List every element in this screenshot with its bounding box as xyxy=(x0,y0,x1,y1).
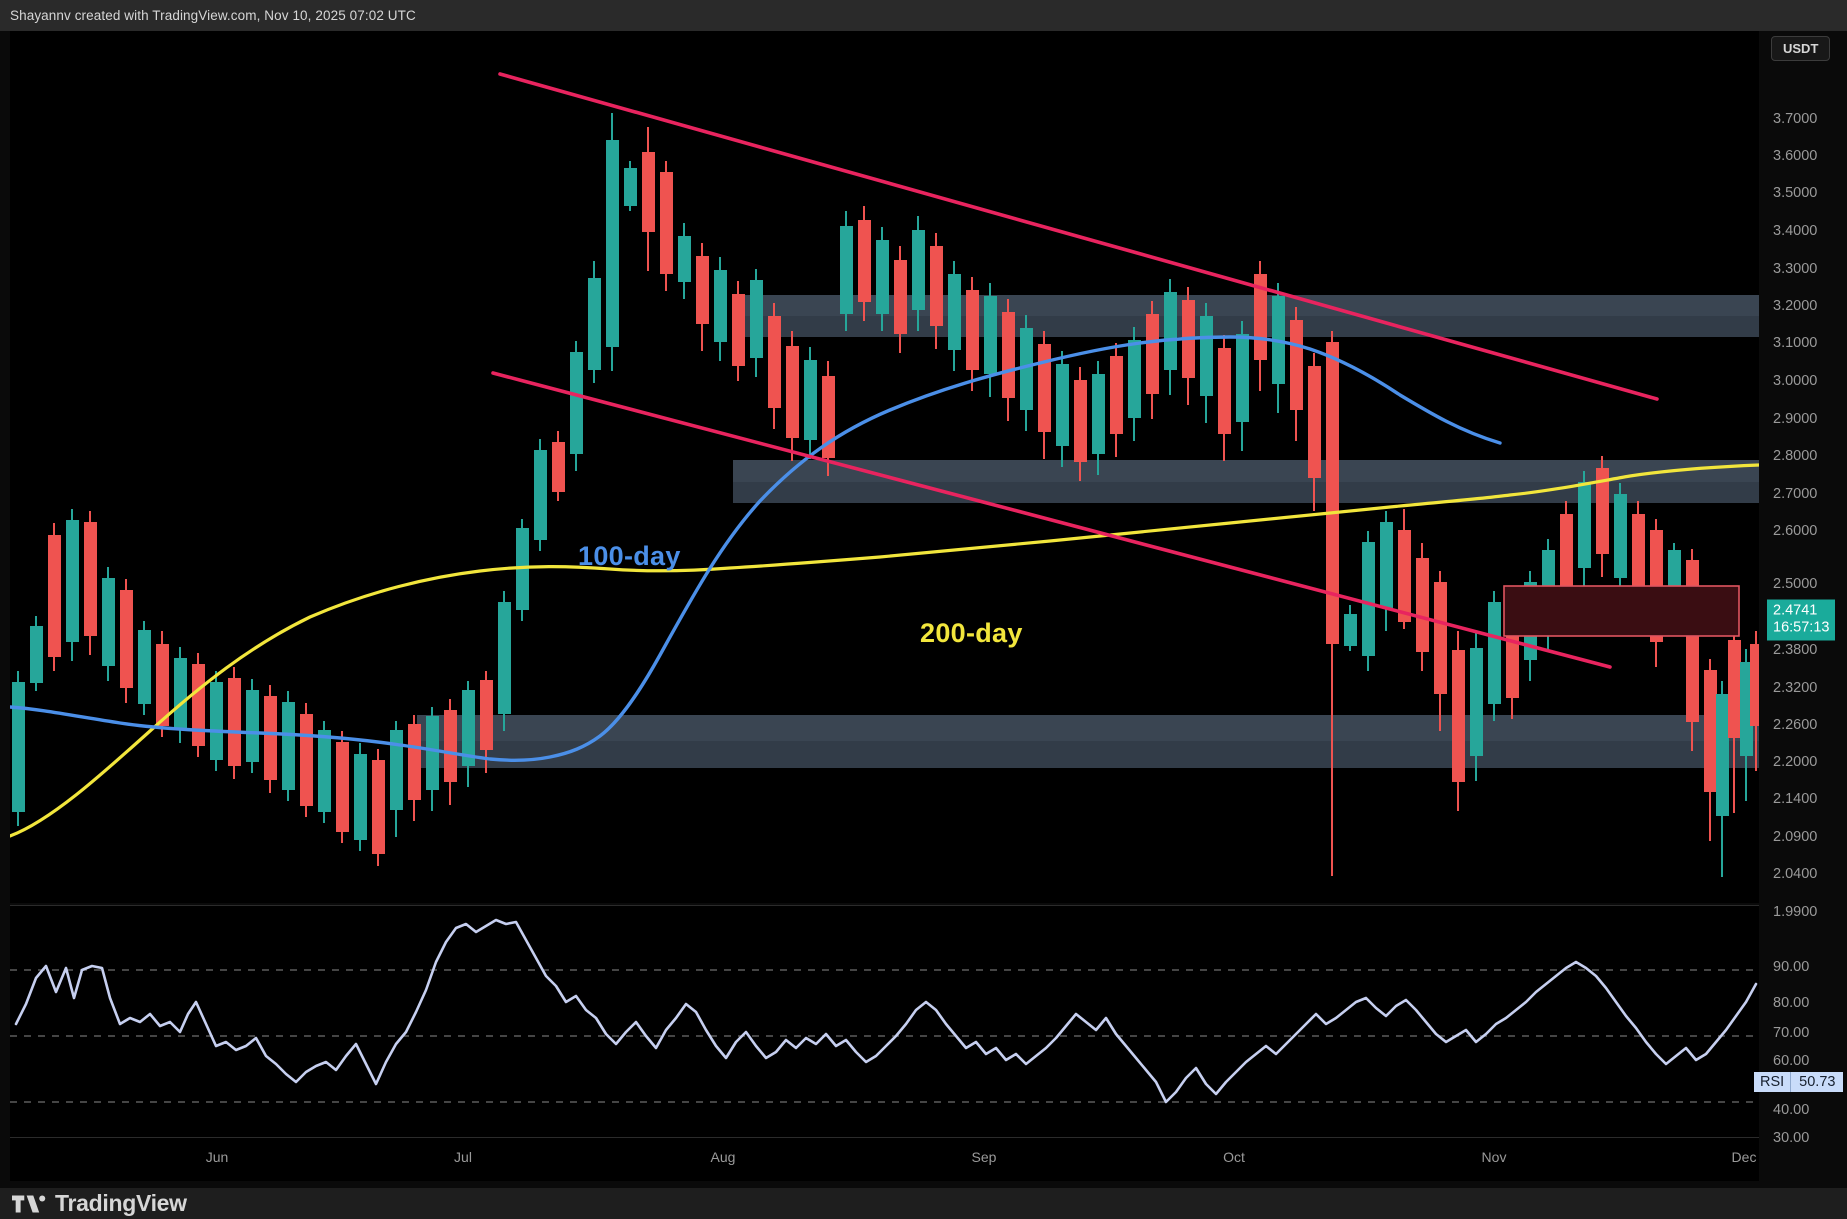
price-tick-9: 2.8000 xyxy=(1773,448,1818,464)
rsi-tick-0: 90.00 xyxy=(1773,959,1810,975)
rsi-tick-2: 70.00 xyxy=(1773,1025,1810,1041)
ma200-line xyxy=(10,463,1759,838)
price-tick-11: 2.6000 xyxy=(1773,523,1818,539)
rsi-plot-svg xyxy=(10,918,1759,1104)
price-tick-4: 3.3000 xyxy=(1773,261,1818,277)
price-tick-19: 2.0400 xyxy=(1773,866,1818,882)
rsi-tick-4: 40.00 xyxy=(1773,1102,1810,1118)
zone-support-lower xyxy=(417,741,1759,768)
supply-box[interactable] xyxy=(1503,585,1740,637)
annotation-100-day: 100-day xyxy=(578,541,681,571)
upper-descending-trendline xyxy=(498,72,1659,401)
current-price-value: 2.4741 xyxy=(1773,602,1818,619)
time-tick-dec: Dec xyxy=(1731,1149,1757,1165)
zone-resistance-upper xyxy=(738,295,1759,316)
lower-descending-trendline xyxy=(491,371,1612,669)
price-tick-0: 3.7000 xyxy=(1773,111,1818,127)
price-tick-2: 3.5000 xyxy=(1773,185,1818,201)
price-tick-3: 3.4000 xyxy=(1773,223,1818,239)
time-tick-oct: Oct xyxy=(1223,1149,1245,1165)
rsi-tick-1: 80.00 xyxy=(1773,995,1810,1011)
attribution-bar: Shayannv created with TradingView.com, N… xyxy=(0,0,1847,31)
zone-bands xyxy=(417,295,1759,768)
price-tick-7: 3.0000 xyxy=(1773,373,1818,389)
tradingview-logo-icon xyxy=(12,1195,46,1212)
price-plot-svg xyxy=(10,72,1759,877)
rsi-value-badge[interactable]: RSI 50.73 xyxy=(1754,1072,1844,1092)
price-tick-5: 3.2000 xyxy=(1773,298,1818,314)
footer-bar: TradingView xyxy=(0,1188,1847,1219)
rsi-tick-5: 30.00 xyxy=(1773,1130,1810,1146)
rsi-badge-name: RSI xyxy=(1754,1072,1792,1092)
price-tick-15: 2.2600 xyxy=(1773,717,1818,733)
time-axis[interactable]: Jun Jul Aug Sep Oct Nov Dec xyxy=(10,1137,1759,1181)
tradingview-wordmark: TradingView xyxy=(55,1190,187,1216)
price-tick-8: 2.9000 xyxy=(1773,411,1818,427)
price-tick-10: 2.7000 xyxy=(1773,486,1818,502)
time-tick-sep: Sep xyxy=(971,1149,997,1165)
rsi-line xyxy=(14,918,1758,1104)
price-axis[interactable]: USDT 3.7000 3.6000 3.5000 3.4000 3.3000 … xyxy=(1754,31,1847,1188)
price-tick-6: 3.1000 xyxy=(1773,335,1818,351)
current-price-countdown: 16:57:13 xyxy=(1773,619,1830,636)
rsi-tick-3: 60.00 xyxy=(1773,1053,1810,1069)
price-pane[interactable]: 100-day 200-day xyxy=(10,31,1759,903)
tradingview-logo[interactable]: TradingView xyxy=(12,1190,187,1217)
price-tick-14: 2.3200 xyxy=(1773,680,1818,696)
time-tick-jun: Jun xyxy=(205,1149,229,1165)
time-tick-aug: Aug xyxy=(710,1149,736,1165)
price-tick-18: 2.0900 xyxy=(1773,829,1818,845)
price-tick-17: 2.1400 xyxy=(1773,791,1818,807)
zone-resistance-lower xyxy=(738,316,1759,337)
price-tick-1: 3.6000 xyxy=(1773,148,1818,164)
ma100-line xyxy=(10,335,1502,763)
price-tick-20: 1.9900 xyxy=(1773,904,1818,920)
price-tick-12: 2.5000 xyxy=(1773,576,1818,592)
currency-badge[interactable]: USDT xyxy=(1771,36,1831,61)
rsi-pane[interactable] xyxy=(10,905,1759,1167)
candlestick-series[interactable] xyxy=(12,113,1759,877)
price-tick-13: 2.3800 xyxy=(1773,642,1818,658)
time-tick-nov: Nov xyxy=(1481,1149,1507,1165)
zone-support-upper xyxy=(417,715,1759,741)
attribution-text: Shayannv created with TradingView.com, N… xyxy=(10,8,416,23)
chart-frame: 100-day 200-day Jun Jul Aug Sep Oct Nov … xyxy=(0,31,1847,1188)
annotation-200-day: 200-day xyxy=(920,618,1023,648)
rsi-badge-value: 50.73 xyxy=(1791,1072,1844,1092)
time-tick-jul: Jul xyxy=(454,1149,472,1165)
trendlines[interactable] xyxy=(491,72,1659,669)
current-price-badge[interactable]: 2.4741 16:57:13 xyxy=(1767,599,1836,641)
price-tick-16: 2.2000 xyxy=(1773,754,1818,770)
zone-mid-upper xyxy=(733,460,1759,482)
zone-mid-lower xyxy=(733,482,1759,503)
